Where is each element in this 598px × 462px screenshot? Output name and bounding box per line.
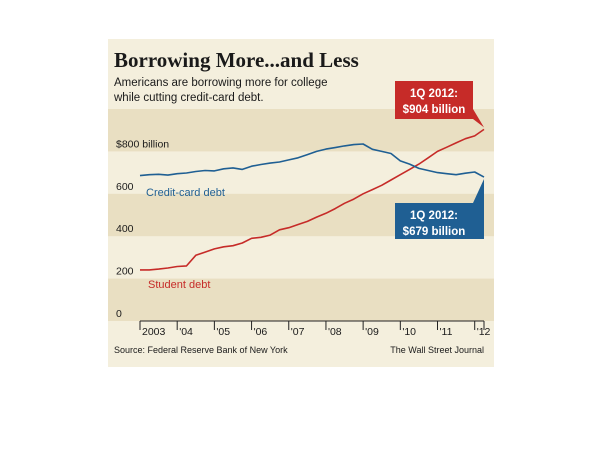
credit-callout-line-1: 1Q 2012:: [410, 210, 458, 222]
y-tick-label: 0: [116, 308, 122, 320]
student-debt-label: Student debt: [148, 279, 210, 291]
chart-subtitle-line-1: Americans are borrowing more for college: [114, 77, 327, 89]
x-tick-label: '06: [254, 326, 268, 338]
student-debt-callout: 1Q 2012: $904 billion: [395, 81, 484, 128]
chart-title: Borrowing More...and Less: [114, 48, 359, 72]
x-tick-label: '09: [365, 326, 379, 338]
publisher-credit: The Wall Street Journal: [390, 345, 484, 355]
x-tick-layer: 2003 '04 '05 '06 '07 '08 '09 '10 '11 '12: [139, 321, 491, 338]
student-callout-box: [395, 81, 484, 128]
x-tick-label: '11: [440, 326, 453, 338]
chart-svg: Borrowing More...and Less Americans are …: [108, 48, 494, 355]
credit-callout-line-2: $679 billion: [403, 226, 466, 238]
credit-card-debt-callout: 1Q 2012: $679 billion: [395, 179, 484, 239]
x-tick-label: '08: [328, 326, 342, 338]
y-tick-label: 600: [116, 181, 134, 193]
line-layer: [139, 128, 485, 271]
x-tick-label: '10: [402, 326, 416, 338]
x-tick-label: '04: [179, 326, 193, 338]
y-tick-label: 200: [116, 266, 134, 278]
x-tick-label: 2003: [142, 326, 166, 338]
x-tick-label: '12: [477, 326, 491, 338]
credit-callout-box: [395, 179, 484, 239]
student-debt-line: [140, 128, 485, 271]
y-tick-label: $800 billion: [116, 138, 169, 150]
chart-panel: Borrowing More...and Less Americans are …: [108, 39, 494, 367]
y-tick-label: 400: [116, 223, 134, 235]
credit-card-debt-line: [139, 143, 485, 178]
chart-subtitle-line-2: while cutting credit-card debt.: [113, 92, 264, 104]
credit-card-debt-label: Credit-card debt: [146, 187, 225, 199]
x-tick-label: '07: [291, 326, 305, 338]
student-callout-line-1: 1Q 2012:: [410, 88, 458, 100]
x-tick-label: '05: [216, 326, 230, 338]
student-callout-line-2: $904 billion: [403, 104, 466, 116]
band-2: [108, 278, 494, 321]
source-note: Source: Federal Reserve Bank of New York: [114, 345, 288, 355]
y-tick-layer: 0 200 400 600 $800 billion: [116, 138, 169, 320]
